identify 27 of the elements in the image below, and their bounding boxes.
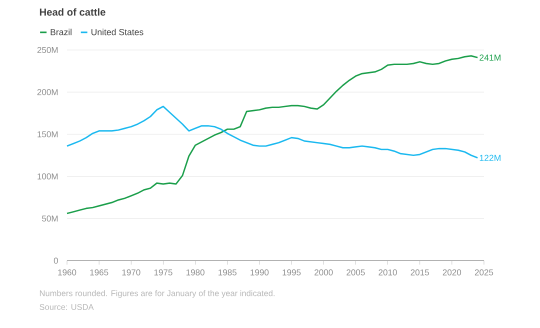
x-tick-label: 1960 — [58, 269, 76, 276]
annotation: 241M — [480, 54, 500, 61]
x-tick-label: 1980 — [186, 269, 204, 276]
legend-label: United States — [91, 28, 144, 36]
x-tick-label: 1985 — [218, 269, 237, 276]
y-tick-label: 200M — [37, 89, 58, 96]
y-tick-label: 250M — [37, 46, 58, 54]
x-tick-label: 2025 — [474, 269, 494, 276]
x-tick-label: 1995 — [282, 269, 301, 276]
source-note: Source: USDA — [40, 304, 94, 310]
y-tick-label: 150M — [38, 131, 58, 138]
x-tick-label: 1975 — [154, 269, 172, 276]
y-tick-label: 100M — [38, 173, 58, 180]
x-tick-label: 2010 — [378, 269, 397, 276]
x-tick-label: 2015 — [410, 269, 429, 276]
x-tick-label: 2020 — [442, 269, 462, 276]
chart-title: Head of cattle — [40, 8, 106, 16]
x-tick-label: 2005 — [346, 269, 365, 276]
legend-label: Brazil — [50, 28, 72, 36]
x-tick-label: 1965 — [90, 269, 108, 276]
text: Numbers rounded. Figures are for January of the year indicated. — [40, 290, 275, 298]
x-tick-label: 1990 — [250, 269, 269, 276]
y-tick-label: 0 — [54, 258, 58, 264]
x-tick-label: 1970 — [122, 269, 140, 276]
y-tick-label: 50M — [42, 216, 58, 222]
x-tick-label: 2000 — [314, 269, 333, 276]
annotation: 122M — [480, 154, 500, 161]
